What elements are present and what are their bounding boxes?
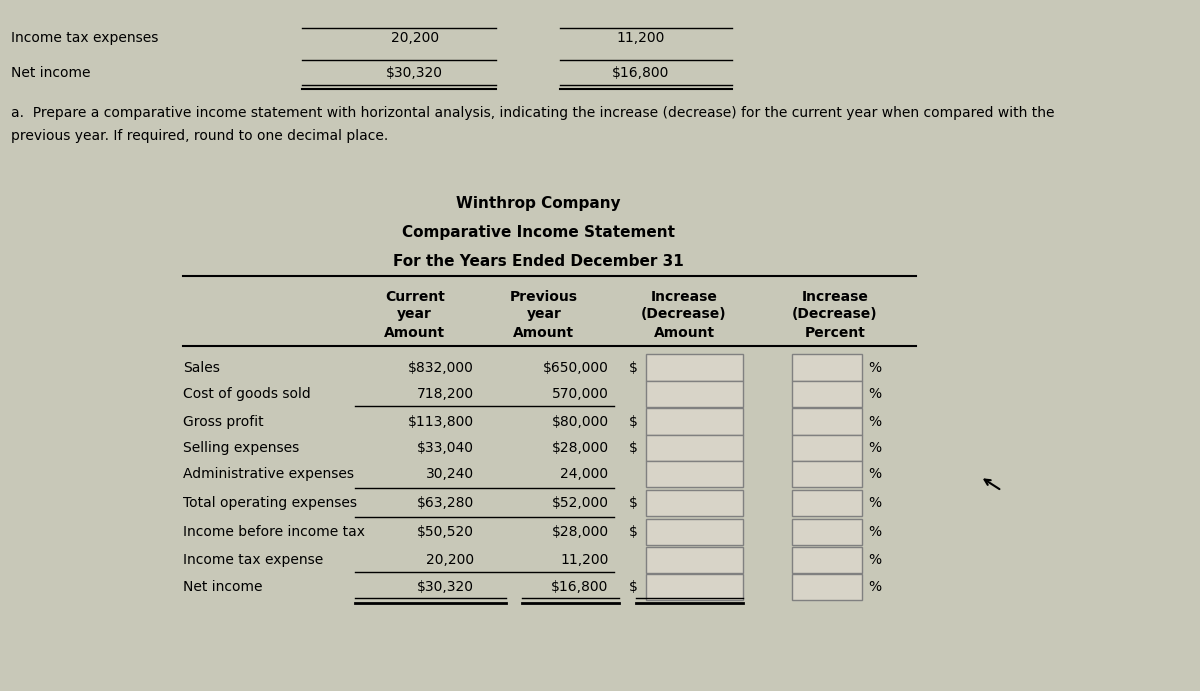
Text: $30,320: $30,320 [386,66,443,79]
Bar [792,461,862,487]
Text: Net income: Net income [11,66,90,79]
Text: $: $ [629,496,637,510]
Text: (Decrease): (Decrease) [792,307,877,321]
Text: %: % [868,441,881,455]
Text: Amount: Amount [384,326,445,340]
Text: $28,000: $28,000 [552,525,608,539]
Text: $: $ [629,580,637,594]
Text: Amount: Amount [514,326,575,340]
Text: $16,800: $16,800 [551,580,608,594]
Bar [792,490,862,516]
Text: $650,000: $650,000 [542,361,608,375]
Text: Income tax expenses: Income tax expenses [11,31,158,45]
Bar [792,547,862,573]
Text: 11,200: 11,200 [617,31,665,45]
Bar [647,381,743,407]
Text: 570,000: 570,000 [552,387,608,401]
Bar [792,435,862,461]
Text: 11,200: 11,200 [560,553,608,567]
Text: Income before income tax: Income before income tax [184,525,365,539]
Text: Increase: Increase [650,290,718,304]
Text: a.  Prepare a comparative income statement with horizontal analysis, indicating : a. Prepare a comparative income statemen… [11,106,1055,143]
Text: $832,000: $832,000 [408,361,474,375]
Text: 30,240: 30,240 [426,467,474,481]
Text: Sales: Sales [184,361,220,375]
Text: 24,000: 24,000 [560,467,608,481]
Text: Comparative Income Statement: Comparative Income Statement [402,225,676,240]
Text: %: % [868,525,881,539]
Text: 20,200: 20,200 [426,553,474,567]
Text: year: year [397,307,432,321]
Text: Administrative expenses: Administrative expenses [184,467,354,481]
Bar [792,408,862,435]
Bar [647,519,743,545]
Text: year: year [527,307,562,321]
Bar [792,574,862,600]
Text: Previous: Previous [510,290,578,304]
Text: Total operating expenses: Total operating expenses [184,496,358,510]
Text: For the Years Ended December 31: For the Years Ended December 31 [394,254,684,269]
Text: $28,000: $28,000 [552,441,608,455]
Text: $52,000: $52,000 [552,496,608,510]
Text: 718,200: 718,200 [416,387,474,401]
Text: %: % [868,387,881,401]
Text: %: % [868,467,881,481]
Text: Net income: Net income [184,580,263,594]
Text: 20,200: 20,200 [391,31,439,45]
Bar [647,490,743,516]
Text: Winthrop Company: Winthrop Company [456,196,620,211]
Bar [647,354,743,381]
Text: %: % [868,553,881,567]
Text: Amount: Amount [654,326,714,340]
Text: $: $ [629,361,637,375]
Bar [792,354,862,381]
Text: Current: Current [385,290,445,304]
Text: %: % [868,415,881,428]
Bar [647,408,743,435]
Bar [792,381,862,407]
Text: Gross profit: Gross profit [184,415,264,428]
Text: %: % [868,361,881,375]
Text: Percent: Percent [804,326,865,340]
Text: (Decrease): (Decrease) [641,307,727,321]
Text: %: % [868,496,881,510]
Text: $113,800: $113,800 [408,415,474,428]
Text: $: $ [629,415,637,428]
Text: $80,000: $80,000 [552,415,608,428]
Text: Cost of goods sold: Cost of goods sold [184,387,311,401]
Bar [647,461,743,487]
Text: $: $ [629,441,637,455]
Text: $63,280: $63,280 [416,496,474,510]
Text: Income tax expense: Income tax expense [184,553,323,567]
Text: $33,040: $33,040 [416,441,474,455]
Bar [647,574,743,600]
Bar [647,435,743,461]
Text: $30,320: $30,320 [416,580,474,594]
Bar [792,519,862,545]
Text: Selling expenses: Selling expenses [184,441,299,455]
Text: $16,800: $16,800 [612,66,670,79]
Text: Increase: Increase [802,290,869,304]
Bar [647,547,743,573]
Text: %: % [868,580,881,594]
Text: $: $ [629,525,637,539]
Text: $50,520: $50,520 [416,525,474,539]
